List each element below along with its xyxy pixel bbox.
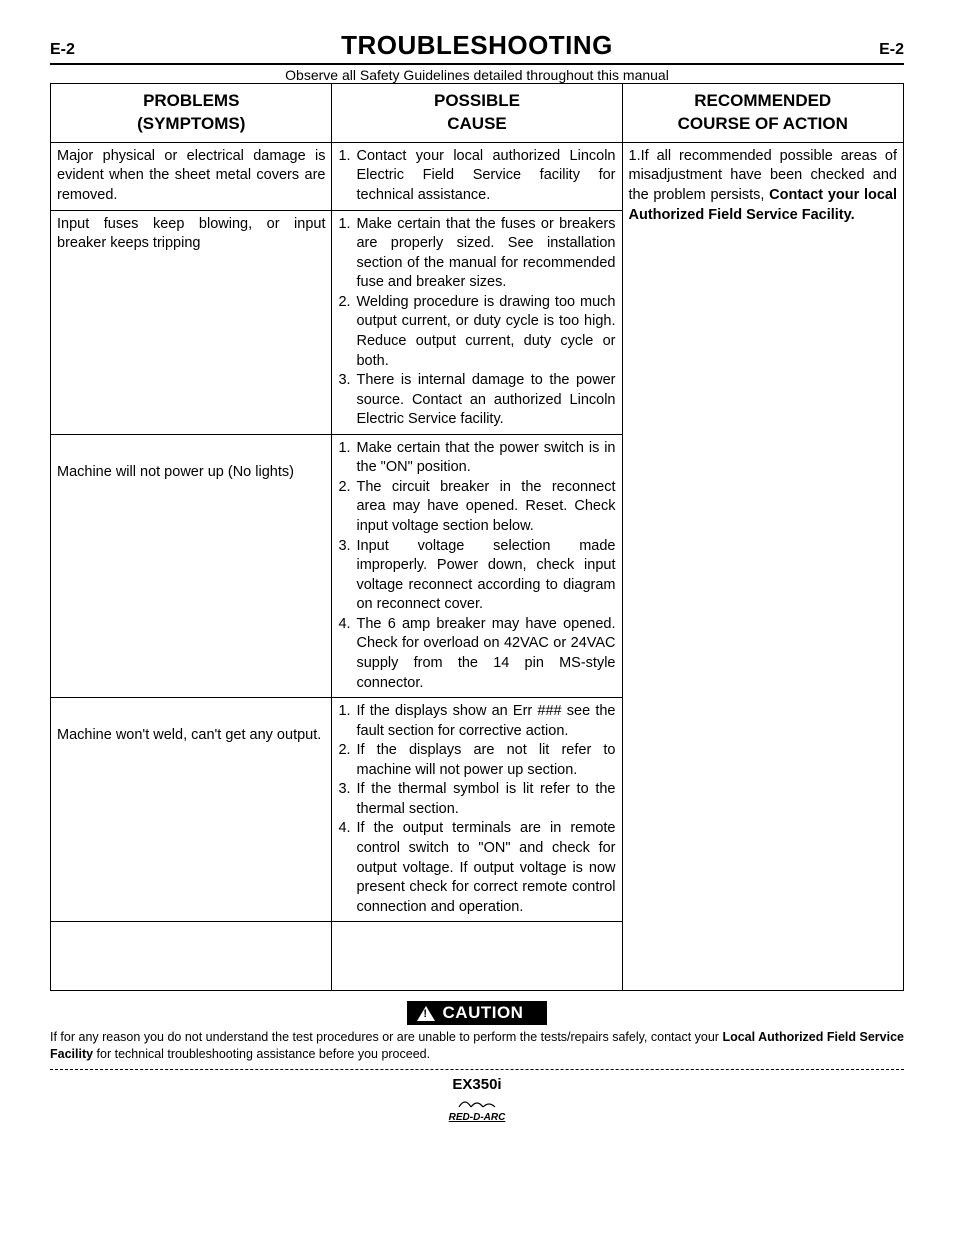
cell-empty [332,922,622,991]
caution-section: CAUTION [50,1001,904,1025]
caution-label: CAUTION [443,1003,524,1023]
cell-action: 1.If all recommended possible areas of m… [622,142,904,990]
cell-problem: Input fuses keep blowing, or input break… [51,210,332,434]
table-row: Major physical or electrical damage is e… [51,142,904,210]
page-header: E-2 TROUBLESHOOTING E-2 [50,30,904,65]
cell-empty [51,922,332,991]
logo-icon [457,1095,497,1109]
cell-cause: 1.If the displays show an Err ### see th… [332,698,622,922]
cell-cause: 1.Contact your local authorized Lincoln … [332,142,622,210]
warning-icon [417,1006,435,1021]
th-cause: POSSIBLE CAUSE [332,84,622,143]
th-action: RECOMMENDED COURSE OF ACTION [622,84,904,143]
cell-problem: Machine will not power up (No lights) [51,434,332,697]
cell-cause: 1.Make certain that the fuses or breaker… [332,210,622,434]
safety-note: Observe all Safety Guidelines detailed t… [50,67,904,83]
cell-problem: Major physical or electrical damage is e… [51,142,332,210]
cell-problem: Machine won't weld, can't get any output… [51,698,332,922]
caution-text: If for any reason you do not understand … [50,1029,904,1070]
cell-cause: 1.Make certain that the power switch is … [332,434,622,697]
page-number-left: E-2 [50,41,110,59]
footer-brand: RED-D-ARC [449,1112,506,1123]
th-problems: PROBLEMS (SYMPTOMS) [51,84,332,143]
caution-badge: CAUTION [407,1001,548,1025]
footer-model: EX350i [50,1076,904,1093]
troubleshooting-table: PROBLEMS (SYMPTOMS) POSSIBLE CAUSE RECOM… [50,83,904,991]
footer-logo: RED-D-ARC [50,1095,904,1123]
page-title: TROUBLESHOOTING [110,30,844,61]
page-number-right: E-2 [844,41,904,59]
